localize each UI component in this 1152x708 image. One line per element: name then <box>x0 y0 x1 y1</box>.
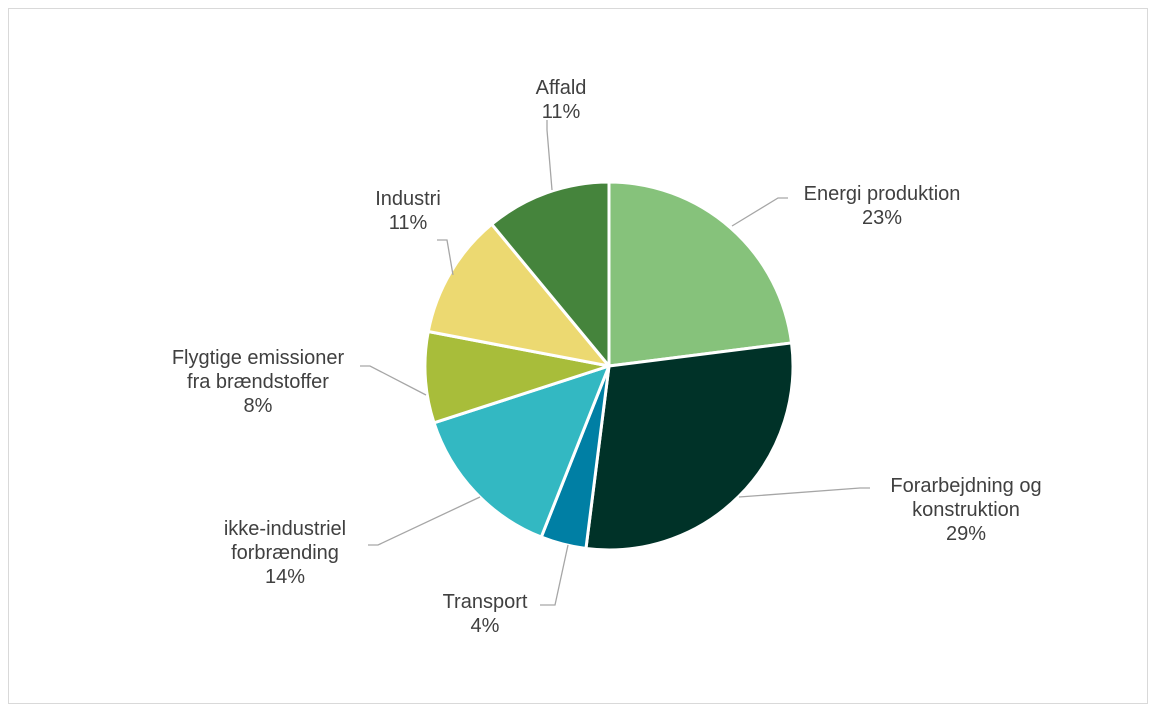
data-label-category: Forarbejdning og <box>890 475 1041 497</box>
data-label-percent: 14% <box>265 566 305 588</box>
pie-slice-1 <box>607 180 794 368</box>
data-label-category: fra brændstoffer <box>187 371 329 393</box>
leader-line-3 <box>540 544 569 606</box>
data-label-2: Forarbejdning og konstruktion 29% <box>890 475 1041 545</box>
data-label-5: Flygtige emissioner fra brændstoffer 8% <box>172 347 345 417</box>
data-label-category: konstruktion <box>912 499 1020 521</box>
leader-line-7 <box>546 120 553 191</box>
data-label-category: ikke-industriel <box>224 518 346 540</box>
data-labels: Energi produktion 23% Forarbejdning og kons… <box>172 77 1042 637</box>
data-label-3: Transport 4% <box>443 591 528 637</box>
pie-slices <box>423 180 795 552</box>
data-label-category: Affald <box>536 77 587 99</box>
data-label-percent: 23% <box>862 207 902 229</box>
data-label-6: Industri 11% <box>375 188 441 234</box>
pie-slice-5 <box>423 330 611 425</box>
data-label-category: Flygtige emissioner <box>172 347 345 369</box>
leader-lines <box>360 120 870 606</box>
pie-slice-6 <box>426 222 611 368</box>
data-label-category: Energi produktion <box>804 183 961 205</box>
data-label-percent: 8% <box>244 395 273 417</box>
leader-line-2 <box>738 487 870 498</box>
data-label-percent: 4% <box>471 615 500 637</box>
pie-slice-2 <box>584 341 795 552</box>
data-label-percent: 11% <box>389 212 428 234</box>
leader-line-4 <box>368 496 481 546</box>
data-label-7: Affald 11% <box>536 77 587 123</box>
data-label-category: Industri <box>375 188 441 210</box>
data-label-1: Energi produktion 23% <box>804 183 961 229</box>
leader-line-6 <box>437 239 454 276</box>
data-label-category: forbrænding <box>231 542 339 564</box>
leader-line-5 <box>360 365 427 396</box>
data-label-4: ikke-industriel forbrænding 14% <box>224 518 346 588</box>
pie-slice-7 <box>490 180 611 368</box>
data-label-percent: 29% <box>946 523 986 545</box>
data-label-category: Transport <box>443 591 528 613</box>
data-label-percent: 11% <box>542 101 581 123</box>
leader-line-1 <box>731 197 788 227</box>
